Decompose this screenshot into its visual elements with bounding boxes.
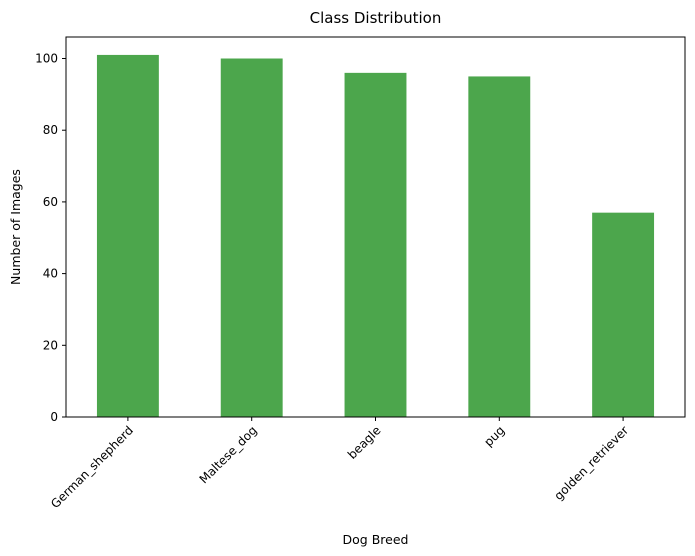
y-tick-label: 80 xyxy=(43,123,58,137)
plot-frame xyxy=(65,36,686,418)
x-axis-label: Dog Breed xyxy=(343,532,409,547)
y-axis-label: Number of Images xyxy=(8,169,23,285)
y-tick-label: 60 xyxy=(43,195,58,209)
y-tick-label: 20 xyxy=(43,338,58,352)
bar-pug xyxy=(468,76,531,417)
y-axis-ticks: 0 20 40 60 80 100 xyxy=(35,52,66,424)
y-tick-label: 0 xyxy=(50,410,58,424)
chart-title: Class Distribution xyxy=(310,9,442,27)
bar-golden_retriever xyxy=(592,212,655,417)
y-tick-label: 40 xyxy=(43,267,58,281)
bars-group xyxy=(96,54,655,418)
bar-German_shepherd xyxy=(96,54,159,417)
bar-Maltese_dog xyxy=(220,58,283,418)
bar-beagle xyxy=(344,72,407,417)
y-tick-label: 100 xyxy=(35,52,58,66)
